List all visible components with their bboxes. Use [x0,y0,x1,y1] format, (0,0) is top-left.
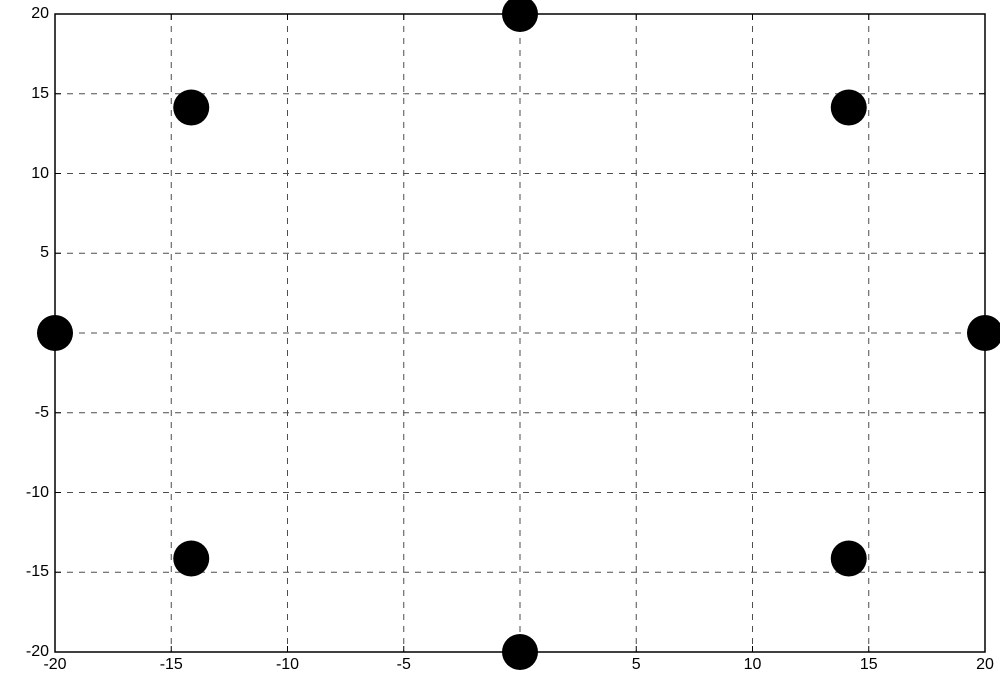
y-tick-label: 0 [40,324,49,342]
data-point [173,89,209,125]
data-point [831,541,867,577]
y-tick-label: 20 [31,5,49,23]
y-tick-label: 5 [40,244,49,262]
x-tick-label: -10 [276,656,299,674]
data-points [37,0,1000,670]
scatter-chart: -20-15-10-505101520-20-15-10-505101520 [0,0,1000,686]
data-point [173,541,209,577]
plot-area [55,14,985,652]
y-tick-label: 10 [31,165,49,183]
x-tick-label: 5 [632,656,641,674]
y-tick-label: -5 [35,404,49,422]
y-tick-label: -10 [26,484,49,502]
y-tick-label: -20 [26,643,49,661]
y-tick-label: -15 [26,563,49,581]
x-tick-label: -5 [397,656,411,674]
x-tick-label: -15 [160,656,183,674]
y-tick-label: 15 [31,85,49,103]
x-tick-label: 0 [516,656,525,674]
plot-svg [55,14,985,652]
x-tick-label: 15 [860,656,878,674]
x-tick-label: 10 [744,656,762,674]
x-tick-label: 20 [976,656,994,674]
data-point [831,89,867,125]
